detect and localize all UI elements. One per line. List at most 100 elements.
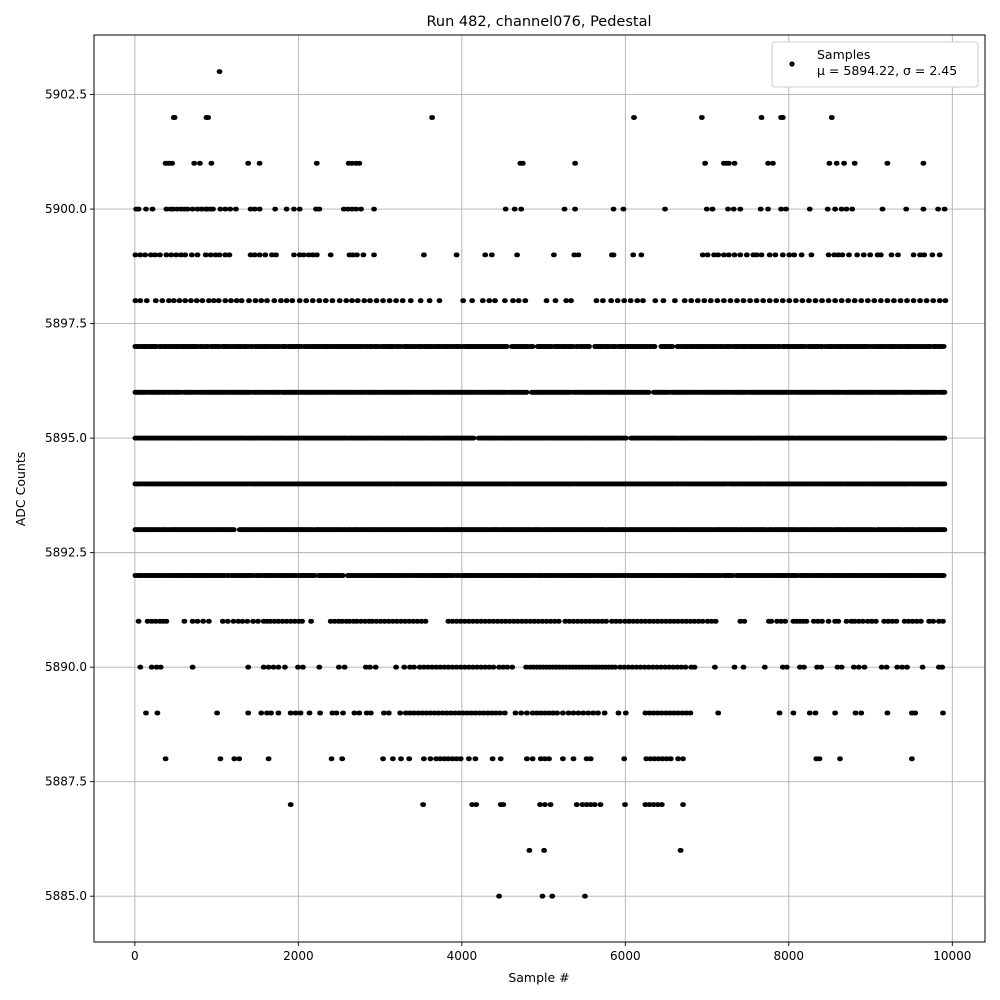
data-point — [483, 252, 489, 258]
data-point — [839, 298, 845, 304]
data-point — [738, 252, 744, 258]
data-point — [728, 298, 734, 304]
data-point — [601, 298, 606, 304]
data-point — [773, 252, 779, 258]
data-point — [259, 298, 265, 304]
data-point — [726, 160, 732, 166]
data-point — [885, 298, 891, 304]
data-point — [859, 298, 865, 304]
data-point — [454, 252, 460, 258]
data-point — [263, 252, 269, 258]
data-point — [362, 298, 368, 304]
data-point — [594, 298, 600, 304]
data-point — [234, 206, 239, 212]
data-point — [937, 252, 943, 258]
data-point — [741, 298, 747, 304]
data-point — [381, 298, 386, 304]
data-point — [516, 298, 522, 304]
data-point — [246, 160, 252, 166]
data-point — [846, 298, 852, 304]
data-point — [587, 344, 592, 349]
data-point — [942, 481, 948, 487]
data-point — [272, 298, 278, 304]
data-point — [780, 115, 786, 120]
data-point — [208, 252, 214, 258]
data-point — [314, 252, 320, 258]
data-point — [189, 298, 194, 304]
data-point — [695, 298, 701, 304]
data-point — [661, 298, 667, 304]
data-point — [400, 298, 406, 304]
data-point — [328, 252, 334, 258]
data-point — [942, 206, 948, 212]
data-point — [865, 298, 871, 304]
data-point — [344, 298, 350, 304]
data-point — [200, 298, 206, 304]
data-point — [430, 115, 435, 120]
data-point — [699, 115, 705, 120]
data-point — [622, 298, 628, 304]
data-point — [921, 206, 927, 212]
data-point — [663, 206, 668, 212]
data-point — [726, 206, 731, 212]
data-point — [799, 252, 805, 258]
data-point — [813, 298, 819, 304]
data-point — [820, 298, 825, 304]
data-point — [922, 252, 928, 258]
data-point — [133, 298, 139, 304]
data-point — [169, 252, 175, 258]
data-point — [930, 252, 936, 258]
data-point — [330, 298, 336, 304]
data-point — [844, 206, 850, 212]
data-point — [885, 160, 891, 166]
data-point — [418, 298, 424, 304]
data-point — [771, 160, 776, 166]
data-point — [941, 344, 947, 349]
data-point — [361, 252, 367, 258]
data-point — [437, 298, 443, 304]
data-point — [615, 298, 621, 304]
data-point — [136, 206, 142, 212]
data-point — [889, 252, 895, 258]
data-point — [726, 252, 732, 258]
data-point — [368, 298, 373, 304]
data-point — [471, 435, 477, 441]
data-point — [735, 298, 740, 304]
data-point — [826, 252, 832, 258]
data-point — [767, 298, 773, 304]
data-point — [229, 298, 234, 304]
data-point — [519, 206, 525, 212]
data-point — [708, 298, 714, 304]
data-point — [759, 115, 765, 120]
data-point — [337, 298, 343, 304]
data-point — [489, 252, 495, 258]
data-point — [827, 160, 833, 166]
data-point — [292, 252, 297, 258]
data-point — [203, 252, 209, 258]
data-point — [194, 298, 200, 304]
data-point — [573, 160, 578, 166]
data-point — [239, 298, 245, 304]
data-point — [892, 298, 897, 304]
data-point — [292, 206, 297, 212]
data-point — [833, 206, 838, 212]
data-point — [705, 252, 711, 258]
data-point — [422, 252, 427, 258]
data-point — [921, 160, 927, 166]
data-point — [172, 115, 178, 120]
data-point — [787, 252, 793, 258]
data-point — [878, 298, 884, 304]
data-point — [609, 298, 614, 304]
data-point — [153, 298, 159, 304]
data-point — [722, 298, 727, 304]
data-point — [470, 298, 475, 304]
data-point — [223, 298, 229, 304]
data-point — [144, 298, 150, 304]
data-point — [807, 206, 813, 212]
data-point — [387, 298, 393, 304]
data-point — [279, 298, 284, 304]
data-point — [611, 252, 617, 258]
data-point — [357, 160, 363, 166]
data-point — [847, 252, 852, 258]
